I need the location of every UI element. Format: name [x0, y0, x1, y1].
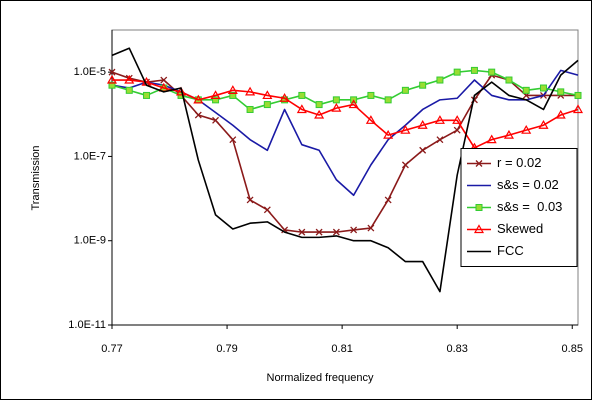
marker: [332, 228, 340, 236]
marker: [246, 105, 254, 113]
marker: [557, 88, 565, 96]
marker: [365, 115, 376, 124]
series-line: [111, 47, 579, 293]
marker: [193, 94, 204, 104]
marker: [298, 228, 306, 236]
marker: [210, 90, 221, 100]
marker: [505, 76, 513, 84]
marker: [108, 68, 116, 76]
marker: [574, 91, 582, 99]
marker: [486, 134, 497, 144]
x-tick-label: 0.83: [446, 343, 467, 355]
legend-label: r = 0.02: [497, 155, 541, 170]
marker: [212, 116, 220, 124]
marker: [160, 76, 168, 84]
marker: [245, 86, 256, 96]
y-tick-label: 1.0E-11: [68, 319, 106, 331]
marker: [143, 91, 151, 99]
marker: [488, 68, 496, 76]
marker: [106, 74, 118, 84]
series-line: [111, 69, 579, 111]
legend-label: FCC: [497, 243, 524, 258]
marker: [176, 86, 187, 96]
marker: [246, 196, 254, 204]
marker: [538, 120, 549, 129]
marker: [503, 129, 514, 139]
x-tick-label: 0.77: [101, 343, 122, 355]
marker: [384, 96, 392, 104]
marker: [108, 81, 116, 89]
marker: [158, 82, 169, 92]
y-tick-label: 1.0E-5: [74, 66, 106, 78]
marker: [332, 96, 340, 104]
marker: [296, 104, 307, 114]
x-tick-label: 0.79: [216, 343, 237, 355]
legend-label: Skewed: [497, 221, 543, 236]
marker: [331, 102, 342, 112]
marker: [194, 111, 202, 119]
x-tick-label: 0.85: [562, 343, 583, 355]
marker: [452, 115, 463, 124]
marker: [470, 66, 478, 74]
marker: [315, 101, 323, 109]
marker: [212, 96, 220, 104]
legend-marker: [473, 224, 485, 234]
marker: [521, 124, 532, 134]
y-tick-label: 1.0E-7: [74, 150, 106, 162]
legend-label: s&s = 0.03: [497, 199, 562, 214]
marker: [434, 115, 445, 124]
marker: [262, 90, 273, 100]
series-line: [112, 79, 579, 149]
marker: [419, 146, 427, 154]
y-axis-title: Transmission: [30, 146, 42, 211]
marker: [367, 91, 375, 99]
marker: [229, 136, 237, 144]
marker: [348, 99, 359, 109]
marker: [125, 86, 133, 94]
marker: [124, 74, 135, 84]
marker: [314, 109, 325, 119]
x-tick-label: 0.81: [331, 343, 352, 355]
legend-marker: [475, 204, 483, 211]
legend-marker: [475, 160, 483, 167]
marker: [350, 226, 358, 234]
x-axis-title: Normalized frequency: [267, 372, 374, 384]
marker: [436, 76, 444, 84]
series-line: [111, 71, 578, 233]
marker: [555, 109, 566, 119]
marker: [315, 228, 323, 236]
y-tick-label: 1.0E-9: [74, 235, 106, 247]
marker: [539, 84, 547, 92]
marker: [263, 206, 271, 214]
marker: [436, 136, 444, 144]
marker: [522, 86, 530, 94]
marker: [572, 104, 584, 114]
marker: [298, 91, 306, 99]
marker: [384, 196, 392, 204]
marker: [279, 93, 290, 102]
marker: [401, 161, 409, 169]
marker: [227, 85, 238, 94]
marker: [453, 68, 461, 76]
marker: [401, 86, 409, 94]
legend-label: s&s = 0.02: [497, 177, 559, 192]
marker: [367, 224, 375, 232]
marker: [229, 91, 237, 99]
marker: [383, 129, 394, 139]
marker: [417, 120, 428, 129]
marker: [263, 101, 271, 109]
marker: [400, 124, 411, 134]
marker: [453, 126, 461, 134]
marker: [419, 81, 427, 89]
